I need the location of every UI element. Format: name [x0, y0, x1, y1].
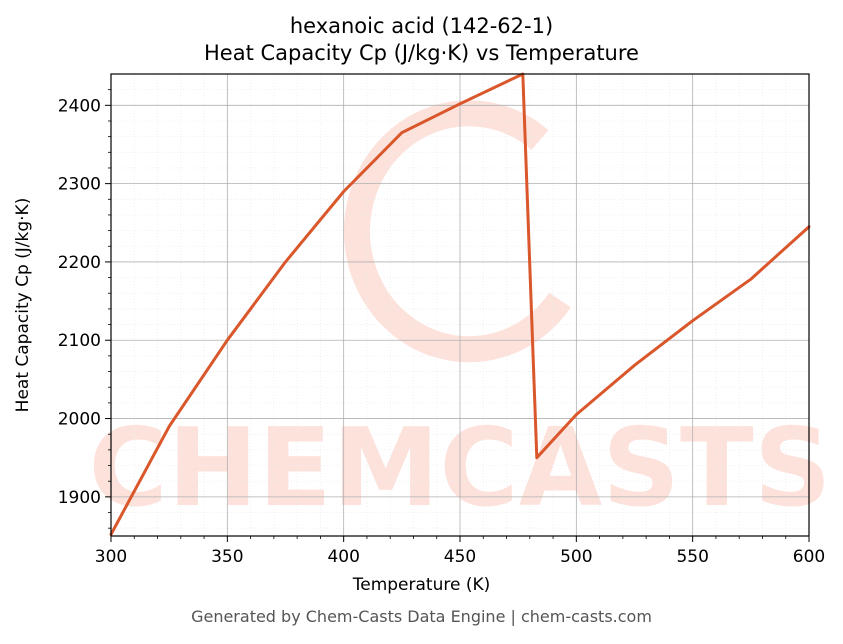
y-tick-label: 2100 [58, 331, 101, 351]
x-tick-label: 400 [327, 547, 359, 567]
y-tick-label: 1900 [58, 488, 101, 508]
y-tick-label: 2000 [58, 410, 101, 430]
x-tick-label: 300 [95, 547, 127, 567]
y-tick-label: 2200 [58, 253, 101, 273]
chart-subtitle: Heat Capacity Cp (J/kg·K) vs Temperature [204, 41, 639, 65]
y-tick-label: 2400 [58, 96, 101, 116]
watermark-c-logo [343, 100, 571, 363]
x-tick-label: 500 [560, 547, 592, 567]
x-tick-label: 600 [793, 547, 825, 567]
chart-title: hexanoic acid (142-62-1) [289, 14, 554, 38]
x-tick-label: 350 [211, 547, 243, 567]
y-axis-label: Heat Capacity Cp (J/kg·K) [13, 197, 33, 413]
x-tick-label: 550 [676, 547, 708, 567]
axis-ticks: 300 350 400 450 500 550 600 1900 2000 2100 2200 230… [58, 89, 825, 567]
x-axis-label: Temperature (K) [352, 575, 491, 595]
footer-credit: Generated by Chem-Casts Data Engine | ch… [191, 607, 652, 626]
y-tick-label: 2300 [58, 175, 101, 195]
series-layer [109, 72, 811, 536]
x-tick-label: 450 [444, 547, 476, 567]
series-line [109, 72, 811, 536]
